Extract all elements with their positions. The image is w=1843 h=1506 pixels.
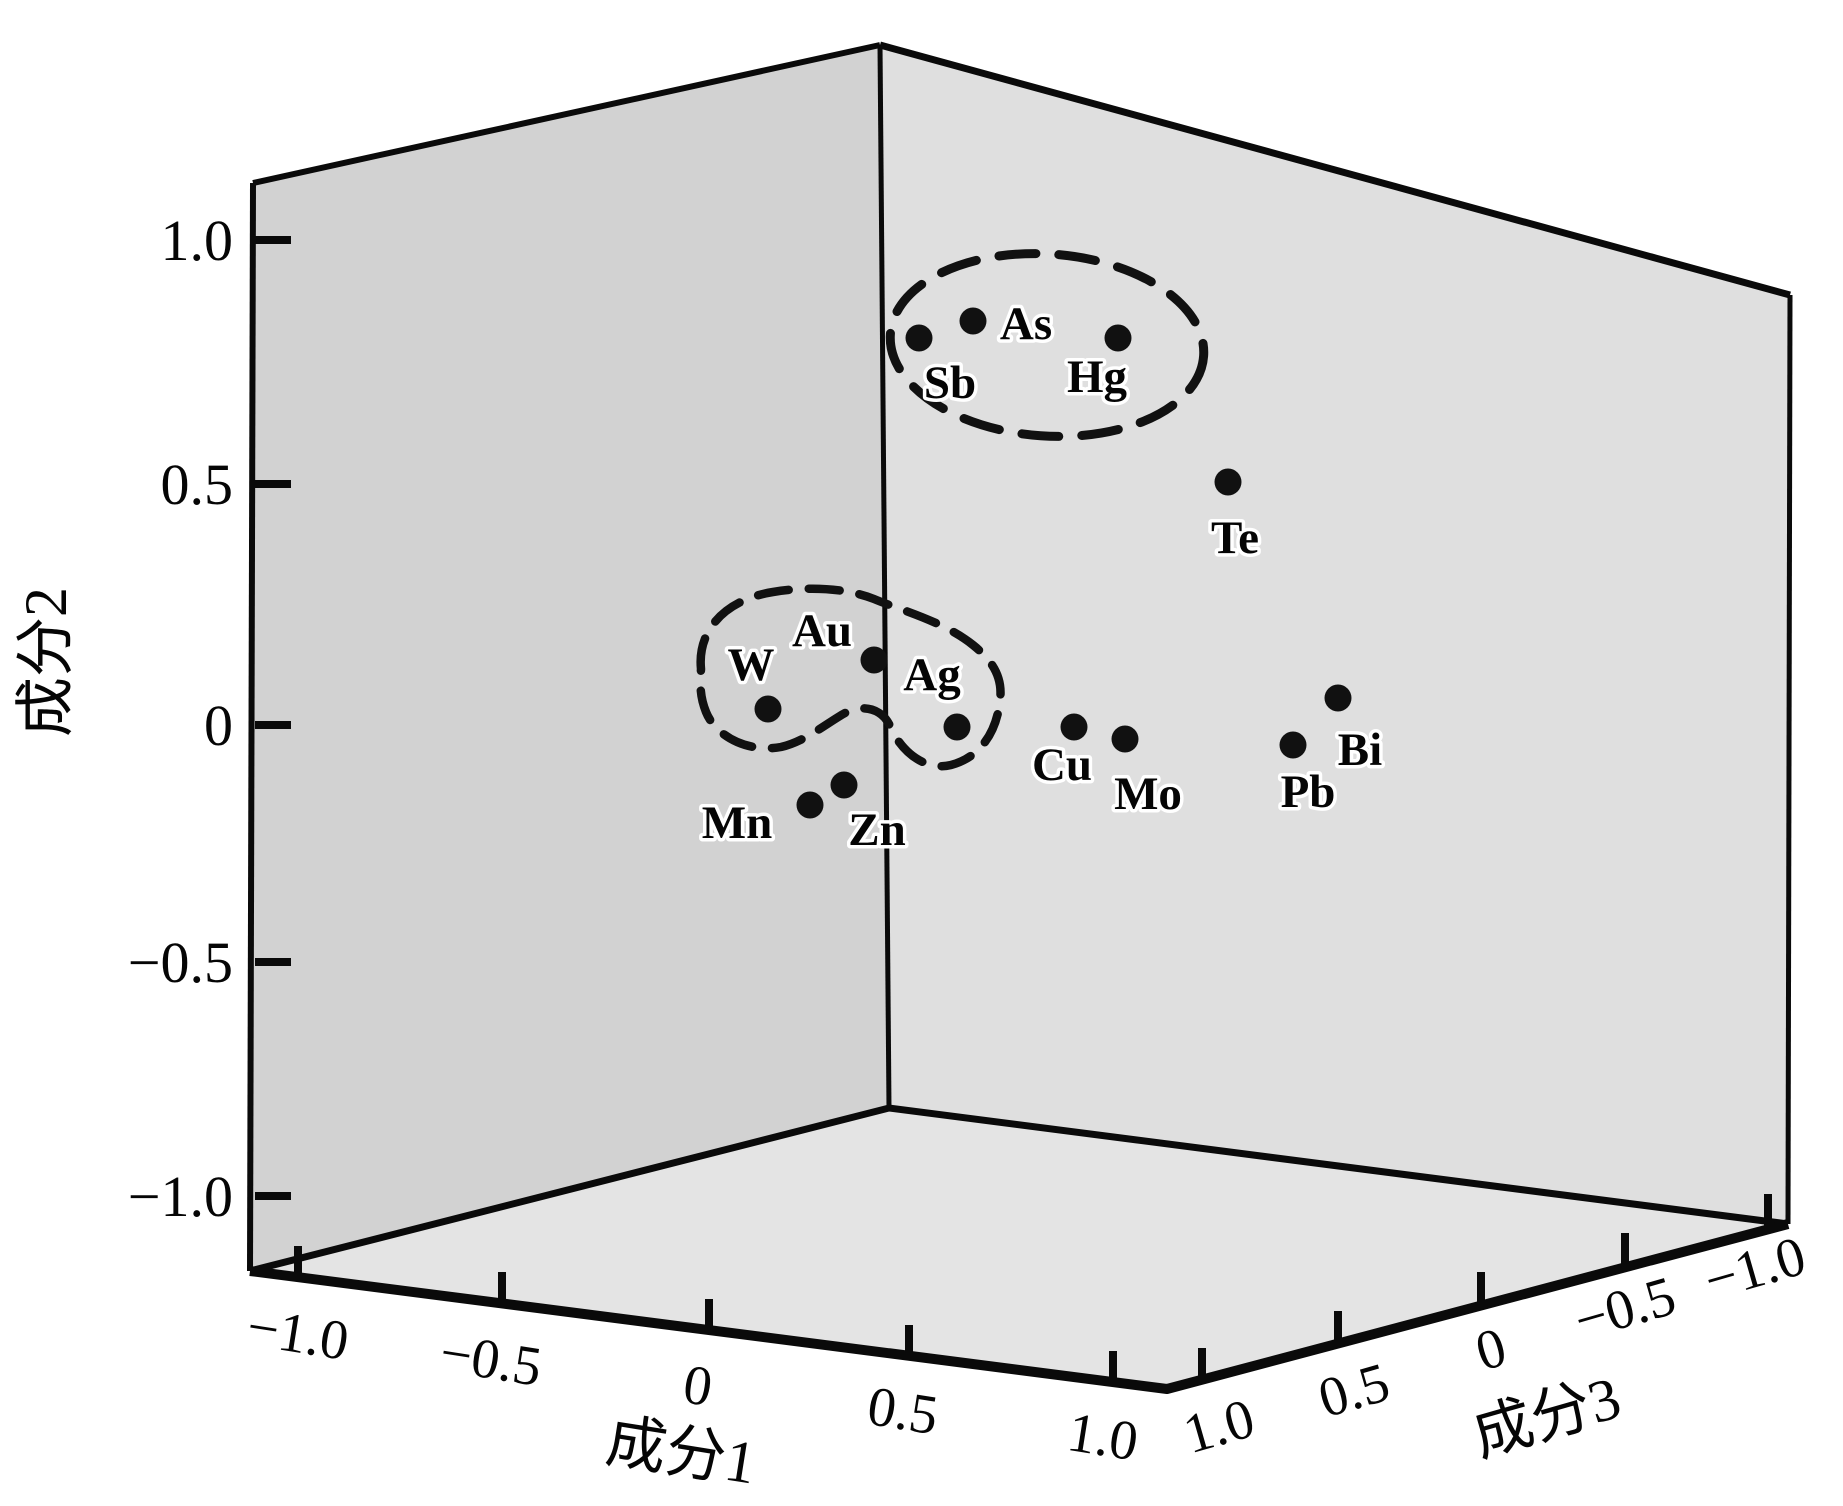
point-label-Sb: Sb <box>924 357 976 409</box>
point-dot-Bi <box>1324 684 1352 712</box>
box-edge-wall-bases <box>249 1104 1789 1275</box>
z-tick-label: 1.0 <box>1177 1387 1261 1466</box>
z-tick-label: 0 <box>1469 1316 1513 1383</box>
right-wall-pane <box>880 45 1790 1224</box>
box-edge-top-right <box>879 41 1791 299</box>
x-axis-title: 成分1 <box>602 1408 760 1497</box>
x-tick-label: −1.0 <box>243 1296 353 1373</box>
point-label-Hg: Hg <box>1067 351 1128 403</box>
point-label-Bi: Bi <box>1338 724 1382 776</box>
point-dot-Zn <box>830 771 858 799</box>
point-label-Pb: Pb <box>1281 766 1336 818</box>
point-label-As: As <box>1000 298 1052 350</box>
point-label-Te: Te <box>1211 512 1259 564</box>
point-label-Au: Au <box>792 605 852 657</box>
point-label-Mo: Mo <box>1114 768 1182 820</box>
point-dot-Ag <box>943 713 971 741</box>
cluster-outline-w-au-ag <box>696 584 1005 771</box>
point-dot-Te <box>1214 468 1242 496</box>
y-tick-label: 1.0 <box>161 208 234 273</box>
y-tick-label: −1.0 <box>128 1164 233 1229</box>
point-label-W: W <box>728 639 775 691</box>
y-tick-label: 0.5 <box>161 452 234 517</box>
bottom-front-axes <box>249 1219 1790 1394</box>
x-axis-ticks <box>294 1246 1117 1383</box>
cluster-outline-as-sb-hg <box>885 249 1209 441</box>
box-edge-top-left <box>252 42 881 186</box>
point-dot-Cu <box>1060 713 1088 741</box>
y-axis-ticks <box>255 236 291 1200</box>
point-dot-W <box>754 695 782 723</box>
z-axis-ticks <box>1198 1194 1772 1380</box>
box-edge-right <box>1785 294 1793 1225</box>
point-dot-Pb <box>1279 731 1307 759</box>
y-axis-line <box>247 182 256 1272</box>
point-dot-Au <box>860 646 888 674</box>
point-dot-Mo <box>1111 725 1139 753</box>
x-tick-label: 1.0 <box>1063 1401 1142 1473</box>
x-tick-label: −0.5 <box>436 1322 546 1399</box>
point-label-Zn: Zn <box>848 804 906 856</box>
y-axis-title: 成分2 <box>13 587 79 737</box>
point-label-Ag: Ag <box>903 649 961 701</box>
point-dot-Sb <box>905 324 933 352</box>
z-tick-label: 0.5 <box>1312 1351 1396 1430</box>
point-label-Mn: Mn <box>702 797 773 849</box>
left-wall-pane <box>250 45 889 1271</box>
point-dot-Hg <box>1104 324 1132 352</box>
y-tick-label: 0 <box>204 693 233 758</box>
point-dot-As <box>959 307 987 335</box>
y-tick-label: −0.5 <box>128 930 233 995</box>
point-dot-Mn <box>796 791 824 819</box>
box-edge-back-corner <box>877 44 892 1109</box>
x-tick-label: 0.5 <box>863 1375 942 1447</box>
x-tick-label: 0 <box>679 1353 716 1419</box>
point-label-Cu: Cu <box>1032 739 1092 791</box>
